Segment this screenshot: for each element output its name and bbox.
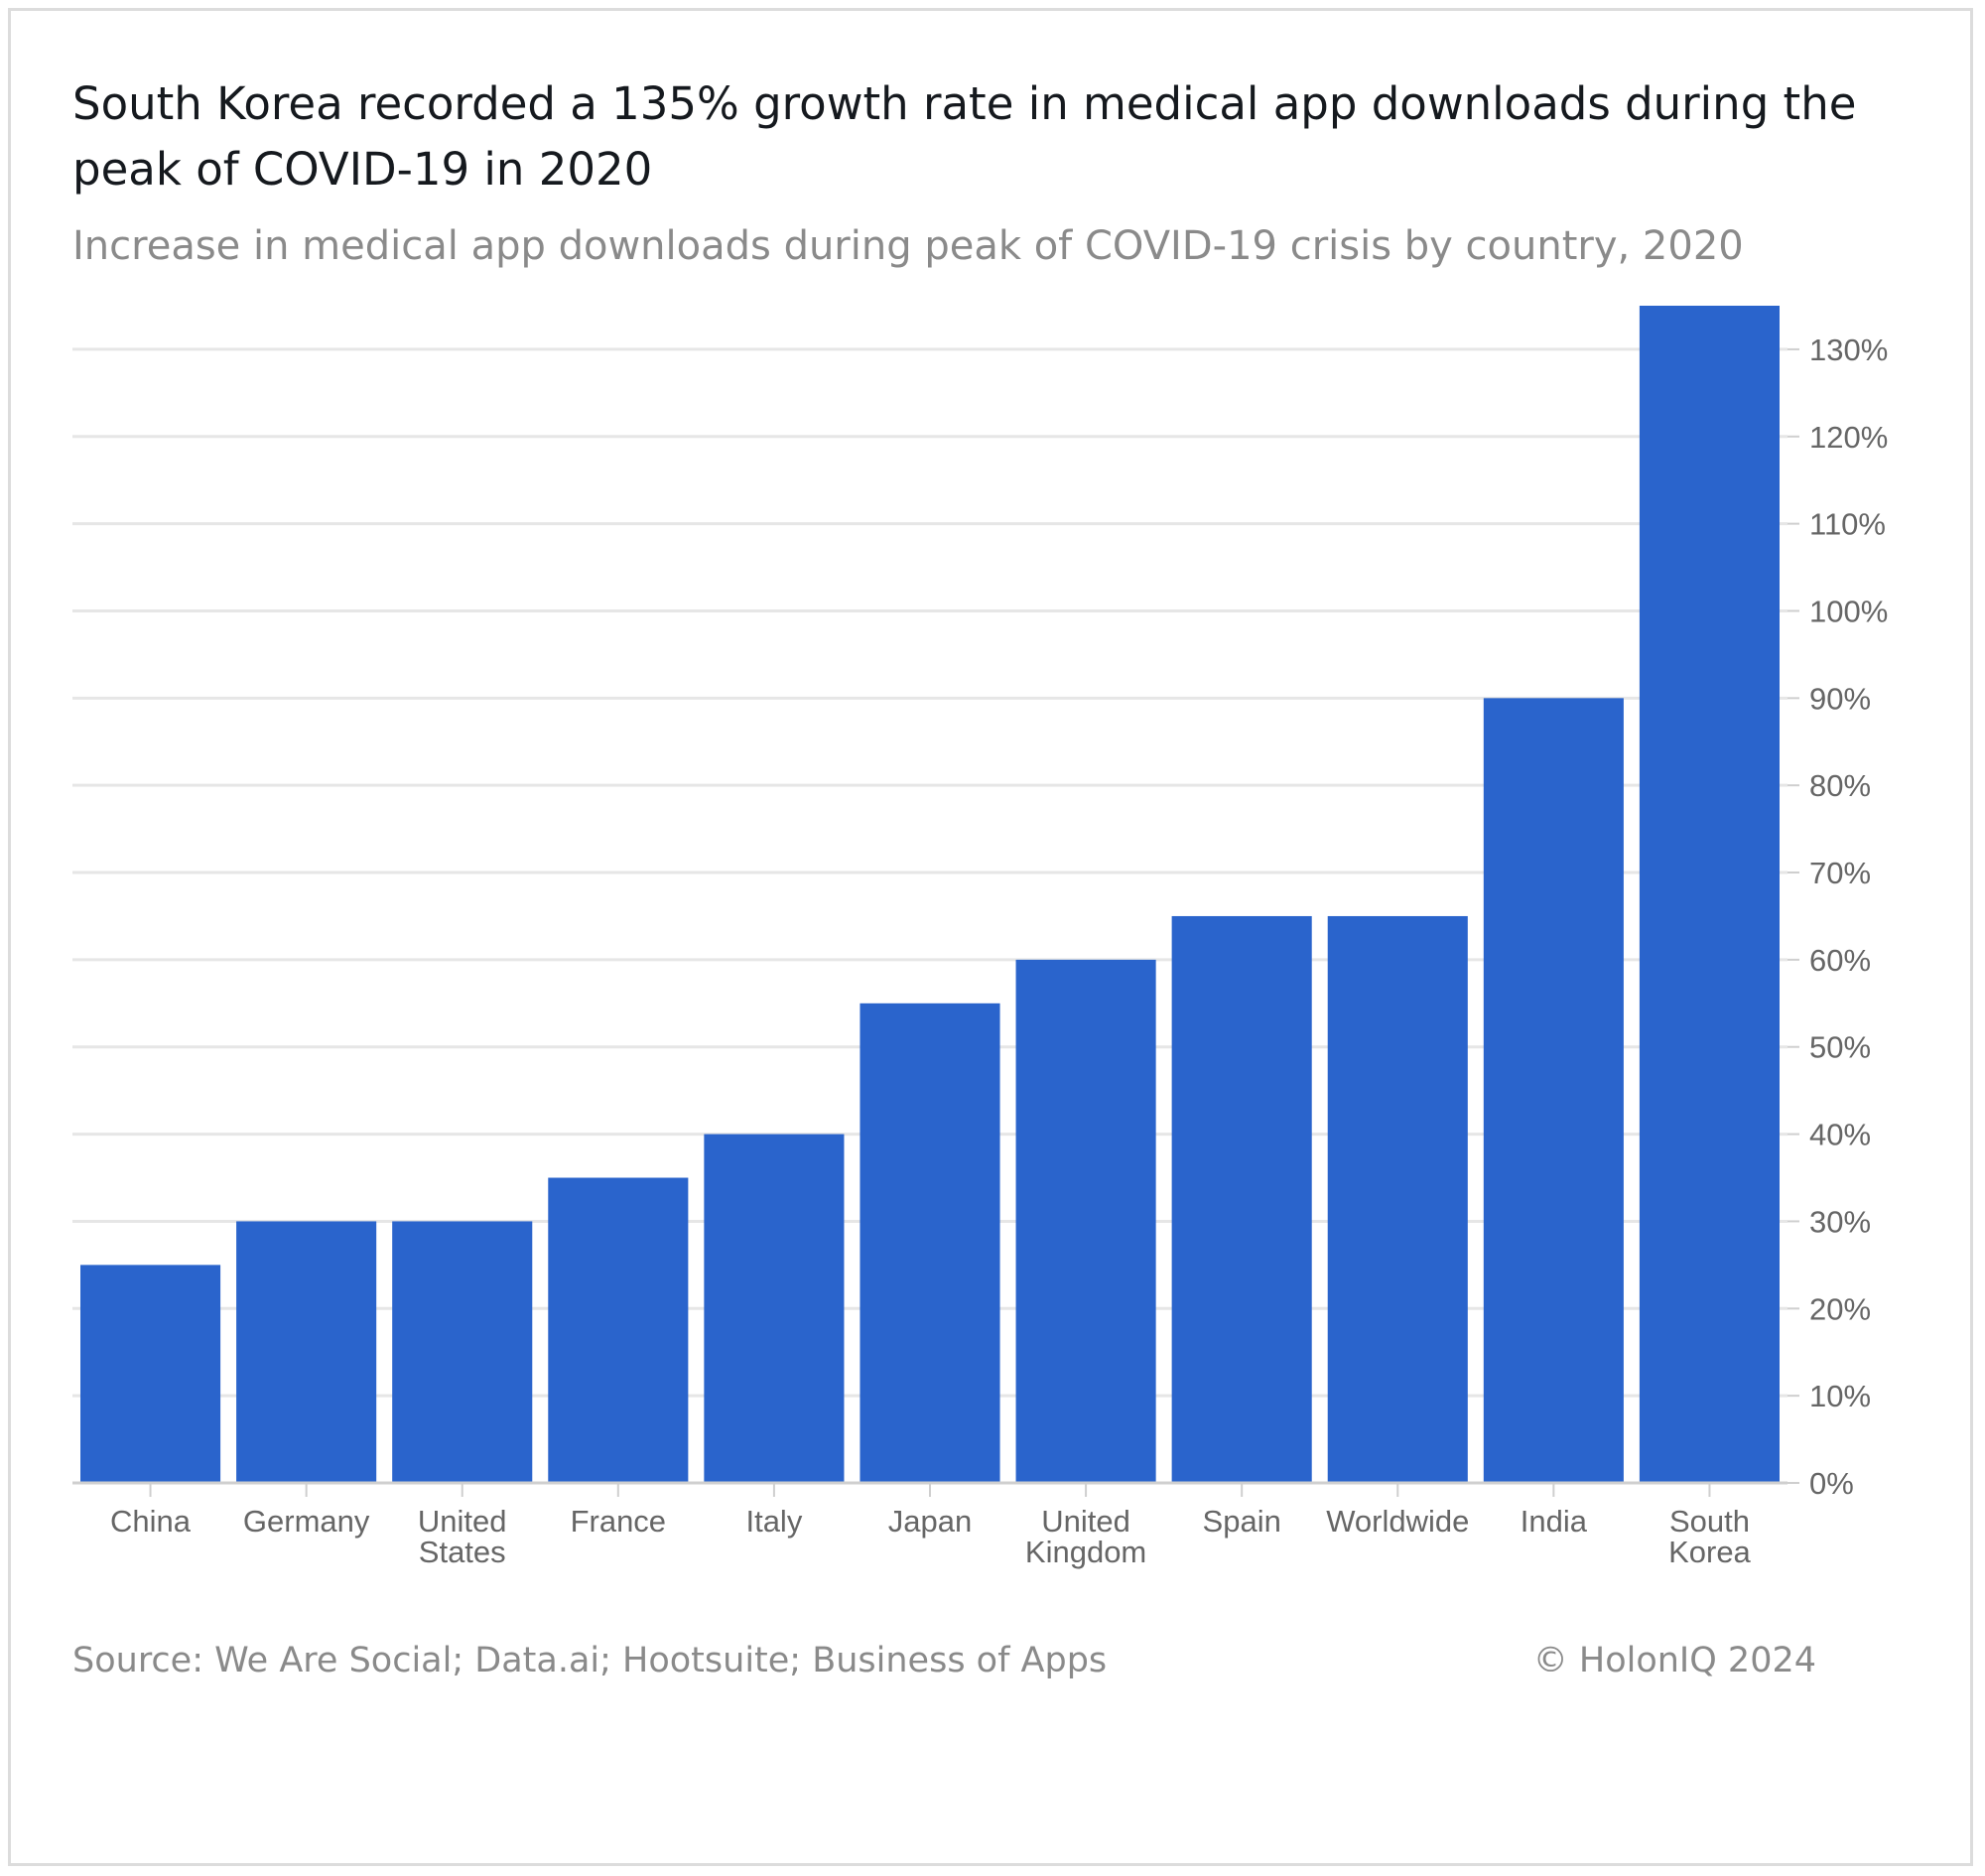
- x-tick-label: France: [571, 1504, 666, 1539]
- y-tick-label: 100%: [1809, 594, 1888, 628]
- copyright-note: © HolonIQ 2024: [1532, 1641, 1816, 1680]
- y-tick-label: 80%: [1809, 768, 1871, 803]
- bar: [1483, 698, 1624, 1483]
- y-axis: 0% 10% 20% 30% 40% 50% 60% 70% 80% 90% 100% 110% 120…: [1787, 333, 1888, 1501]
- x-tick-label: United Kingdom: [1025, 1504, 1146, 1569]
- bar: [1327, 915, 1468, 1483]
- y-tick-label: 40%: [1809, 1118, 1871, 1152]
- y-tick-label: 90%: [1809, 681, 1871, 716]
- y-tick-label: 70%: [1809, 856, 1871, 890]
- x-tick-label: South Korea: [1668, 1504, 1751, 1569]
- bar: [80, 1265, 221, 1483]
- bar: [1015, 959, 1156, 1483]
- chart-title: South Korea recorded a 135% growth rate …: [72, 77, 1857, 196]
- chart-subtitle: Increase in medical app downloads during…: [72, 223, 1744, 269]
- y-tick-label: 10%: [1809, 1379, 1871, 1413]
- x-tick-label: United States: [418, 1504, 507, 1569]
- y-tick-label: 50%: [1809, 1030, 1871, 1065]
- bar: [1171, 915, 1312, 1483]
- x-axis: China Germany United States France Italy Japan…: [72, 1481, 1787, 1569]
- y-tick-label: 0%: [1809, 1466, 1854, 1501]
- y-tick-label: 60%: [1809, 943, 1871, 978]
- y-tick-label: 130%: [1809, 333, 1888, 367]
- bar: [236, 1221, 377, 1483]
- bar: [704, 1134, 845, 1483]
- x-tick-label: India: [1521, 1504, 1588, 1539]
- x-tick-label: Spain: [1203, 1504, 1281, 1539]
- bar: [392, 1221, 533, 1483]
- x-tick-label: China: [110, 1504, 192, 1539]
- x-tick-label: Worldwide: [1326, 1504, 1469, 1539]
- bar: [860, 1003, 1000, 1483]
- x-tick-label: Japan: [888, 1504, 972, 1539]
- y-tick-label: 30%: [1809, 1204, 1871, 1239]
- y-tick-label: 120%: [1809, 420, 1888, 455]
- y-tick-label: 20%: [1809, 1291, 1871, 1326]
- bar: [1639, 306, 1780, 1483]
- bar: [548, 1177, 689, 1483]
- source-note: Source: We Are Social; Data.ai; Hootsuit…: [72, 1641, 1108, 1680]
- y-tick-label: 110%: [1809, 507, 1886, 542]
- x-tick-label: Germany: [243, 1504, 370, 1539]
- bars: [80, 306, 1780, 1483]
- x-tick-label: Italy: [745, 1504, 802, 1539]
- chart-frame: [8, 8, 1973, 1866]
